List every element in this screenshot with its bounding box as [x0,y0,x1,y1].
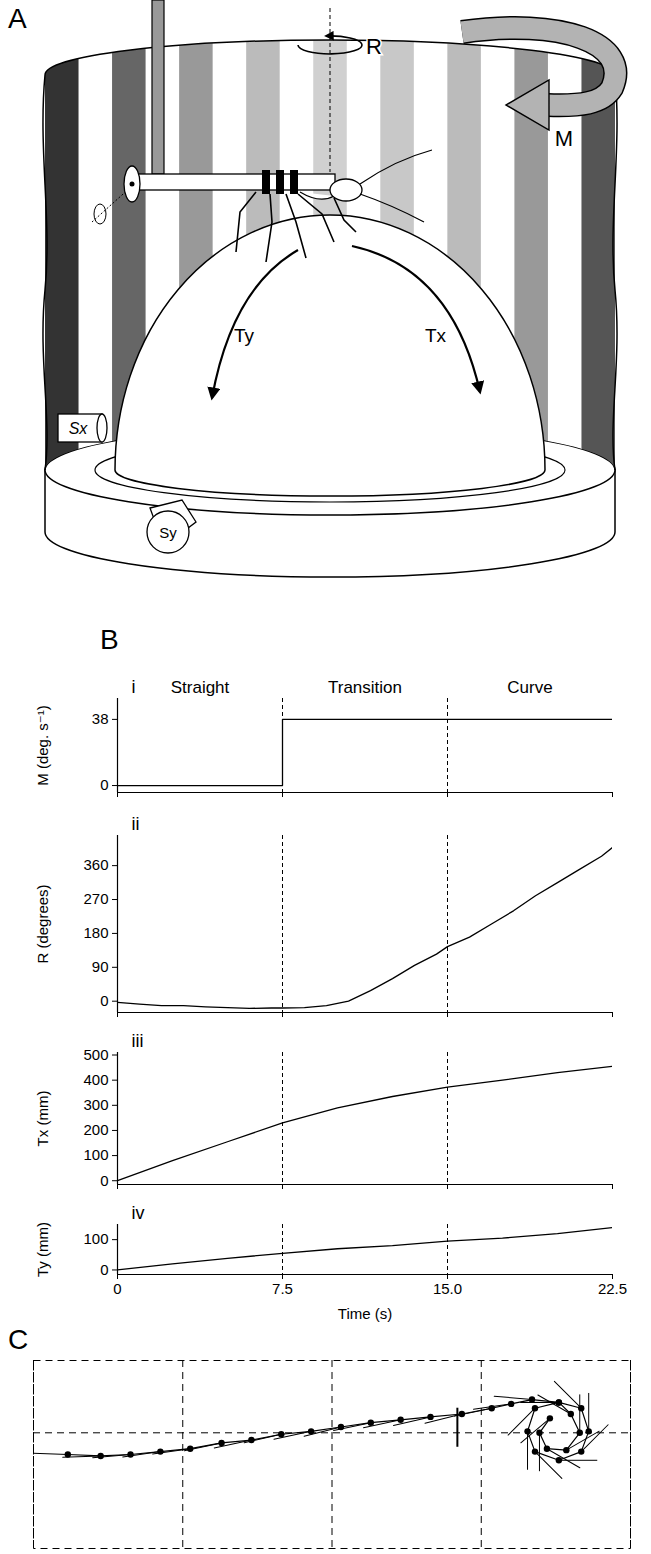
svg-text:180: 180 [83,924,108,941]
svg-text:0: 0 [100,1261,108,1278]
svg-text:Ty (mm): Ty (mm) [34,1222,51,1277]
svg-text:ii: ii [132,814,140,834]
svg-text:360: 360 [83,856,108,873]
svg-text:22.5: 22.5 [598,1280,627,1297]
svg-text:M (deg. s⁻¹): M (deg. s⁻¹) [34,705,51,785]
svg-text:0: 0 [100,992,108,1009]
svg-text:38: 38 [92,710,109,727]
svg-text:270: 270 [83,890,108,907]
svg-text:A: A [8,3,27,34]
svg-text:0: 0 [100,776,108,793]
svg-text:90: 90 [92,958,109,975]
svg-text:iii: iii [132,1031,144,1051]
svg-text:0: 0 [113,1280,121,1297]
svg-text:Sx: Sx [69,420,89,437]
svg-text:500: 500 [83,1046,108,1063]
svg-text:100: 100 [83,1146,108,1163]
svg-text:R: R [366,34,382,59]
svg-text:Curve: Curve [507,678,552,697]
svg-text:Ty: Ty [234,325,255,346]
svg-text:Time (s): Time (s) [338,1305,392,1322]
svg-text:15.0: 15.0 [433,1280,462,1297]
html-text:C: C [8,1324,29,1355]
svg-text:Tx: Tx [425,325,447,346]
svg-text:Straight: Straight [171,678,230,697]
svg-text:100: 100 [83,1230,108,1247]
svg-text:i: i [132,677,136,697]
svg-text:300: 300 [83,1096,108,1113]
svg-text:Sy: Sy [159,524,177,541]
svg-text:Tx (mm): Tx (mm) [34,1091,51,1147]
html-text:B: B [100,624,119,655]
svg-text:Transition: Transition [328,678,402,697]
svg-text:7.5: 7.5 [272,1280,293,1297]
svg-text:M: M [555,126,573,151]
svg-text:R (degrees): R (degrees) [34,884,51,963]
svg-text:iv: iv [132,1203,145,1223]
svg-text:400: 400 [83,1071,108,1088]
svg-text:200: 200 [83,1121,108,1138]
svg-text:0: 0 [100,1172,108,1189]
